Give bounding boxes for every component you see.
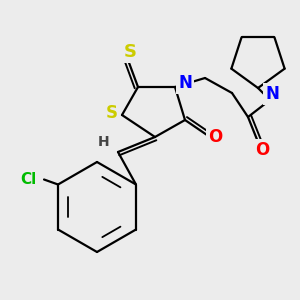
- Text: O: O: [208, 128, 222, 146]
- Text: N: N: [178, 74, 192, 92]
- Text: S: S: [124, 43, 136, 61]
- Text: N: N: [265, 85, 279, 103]
- Text: H: H: [98, 135, 110, 149]
- Text: O: O: [255, 141, 269, 159]
- Text: Cl: Cl: [20, 172, 36, 187]
- Text: S: S: [106, 104, 118, 122]
